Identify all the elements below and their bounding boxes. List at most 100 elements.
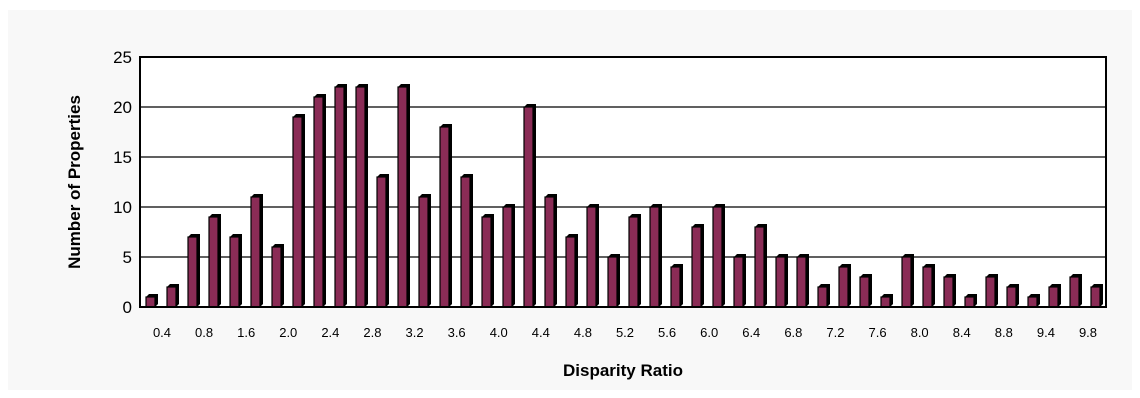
x-tick-label: 0.4 bbox=[153, 325, 171, 340]
x-tick-label: 0.8 bbox=[195, 325, 213, 340]
bar-face bbox=[817, 286, 828, 308]
bar-face bbox=[166, 286, 177, 308]
bar-face bbox=[775, 256, 786, 308]
bar-face bbox=[460, 176, 471, 308]
bar-chart: 0 5 10 15 20 25 0.4 0.8 1.6 2.0 2.4 2.8 3.2 3.6 4.0 4.… bbox=[65, 48, 1107, 380]
y-tick-label: 10 bbox=[113, 198, 132, 217]
x-tick-label: 1.6 bbox=[237, 325, 255, 340]
y-tick-label: 15 bbox=[113, 148, 132, 167]
bar bbox=[439, 124, 452, 308]
x-tick-label: 8.8 bbox=[995, 325, 1013, 340]
bar bbox=[523, 104, 536, 308]
bars bbox=[145, 84, 1103, 308]
bar-face bbox=[943, 276, 954, 308]
bar bbox=[670, 264, 683, 308]
x-tick-label: 8.4 bbox=[953, 325, 971, 340]
bar bbox=[313, 94, 326, 308]
y-tick-label: 0 bbox=[123, 298, 132, 317]
bar bbox=[943, 274, 956, 308]
bar bbox=[376, 174, 389, 308]
x-tick-label: 8.0 bbox=[911, 325, 929, 340]
bar-face bbox=[859, 276, 870, 308]
bar-face bbox=[712, 206, 723, 308]
bar bbox=[691, 224, 704, 308]
bar bbox=[817, 284, 830, 308]
bar-face bbox=[229, 236, 240, 308]
bar-face bbox=[439, 126, 450, 308]
x-axis-title: Disparity Ratio bbox=[563, 361, 683, 380]
chart-panel: 0 5 10 15 20 25 0.4 0.8 1.6 2.0 2.4 2.8 3.2 3.6 4.0 4.… bbox=[8, 10, 1132, 390]
bar-face bbox=[187, 236, 198, 308]
x-tick-label: 2.8 bbox=[363, 325, 381, 340]
bar-face bbox=[1069, 276, 1080, 308]
bar-face bbox=[1006, 286, 1017, 308]
x-tick-label: 2.0 bbox=[279, 325, 297, 340]
bar bbox=[229, 234, 242, 308]
bar-face bbox=[1048, 286, 1059, 308]
bar bbox=[1069, 274, 1082, 308]
bar bbox=[460, 174, 473, 308]
bar-face bbox=[901, 256, 912, 308]
x-tick-labels: 0.4 0.8 1.6 2.0 2.4 2.8 3.2 3.6 4.0 4.4 4.8 5.2 5.6 6… bbox=[153, 325, 1097, 340]
bar-face bbox=[481, 216, 492, 308]
y-tick-label: 5 bbox=[123, 248, 132, 267]
bar-face bbox=[649, 206, 660, 308]
bar bbox=[565, 234, 578, 308]
x-tick-label: 7.6 bbox=[869, 325, 887, 340]
bar-face bbox=[334, 86, 345, 308]
bar-face bbox=[670, 266, 681, 308]
bar bbox=[1090, 284, 1103, 308]
bar bbox=[796, 254, 809, 308]
bar bbox=[607, 254, 620, 308]
bar bbox=[712, 204, 725, 308]
bar-face bbox=[628, 216, 639, 308]
bar-face bbox=[313, 96, 324, 308]
x-tick-label: 3.6 bbox=[448, 325, 466, 340]
bar bbox=[754, 224, 767, 308]
bar-face bbox=[250, 196, 261, 308]
x-tick-label: 5.6 bbox=[658, 325, 676, 340]
bar-face bbox=[397, 86, 408, 308]
bar bbox=[418, 194, 431, 308]
bar bbox=[628, 214, 641, 308]
bar bbox=[397, 84, 410, 308]
bar-face bbox=[565, 236, 576, 308]
bar-face bbox=[145, 296, 156, 308]
bar-face bbox=[733, 256, 744, 308]
bar-face bbox=[418, 196, 429, 308]
bar bbox=[880, 294, 893, 308]
bar-face bbox=[985, 276, 996, 308]
bar-face bbox=[586, 206, 597, 308]
bar-face bbox=[922, 266, 933, 308]
bar-face bbox=[838, 266, 849, 308]
bar-face bbox=[796, 256, 807, 308]
bar-face bbox=[376, 176, 387, 308]
x-tick-label: 2.4 bbox=[321, 325, 339, 340]
y-tick-label: 25 bbox=[113, 48, 132, 67]
bar bbox=[292, 114, 305, 308]
bar-face bbox=[208, 216, 219, 308]
x-tick-label: 6.4 bbox=[742, 325, 760, 340]
bar bbox=[334, 84, 347, 308]
plot-border bbox=[139, 56, 1107, 308]
x-tick-label: 4.4 bbox=[532, 325, 550, 340]
x-tick-label: 6.8 bbox=[784, 325, 802, 340]
bar-face bbox=[1027, 296, 1038, 308]
bar bbox=[145, 294, 158, 308]
bar bbox=[502, 204, 515, 308]
bar bbox=[775, 254, 788, 308]
bar-face bbox=[502, 206, 513, 308]
bar-face bbox=[964, 296, 975, 308]
bar bbox=[208, 214, 221, 308]
bar-face bbox=[544, 196, 555, 308]
bar bbox=[985, 274, 998, 308]
bar-face bbox=[1090, 286, 1101, 308]
bar bbox=[187, 234, 200, 308]
bar bbox=[166, 284, 179, 308]
bar bbox=[901, 254, 914, 308]
bar bbox=[1048, 284, 1061, 308]
bar-face bbox=[355, 86, 366, 308]
bar-face bbox=[880, 296, 891, 308]
bar-face bbox=[523, 106, 534, 308]
